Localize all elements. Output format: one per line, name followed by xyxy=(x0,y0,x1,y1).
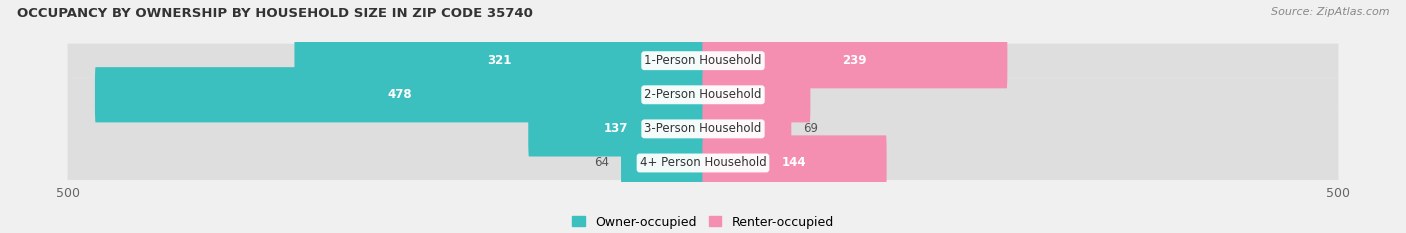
FancyBboxPatch shape xyxy=(67,146,1339,180)
Text: 69: 69 xyxy=(803,122,818,135)
Text: 137: 137 xyxy=(603,122,628,135)
Legend: Owner-occupied, Renter-occupied: Owner-occupied, Renter-occupied xyxy=(572,216,834,229)
FancyBboxPatch shape xyxy=(67,78,1339,112)
FancyBboxPatch shape xyxy=(703,67,810,122)
FancyBboxPatch shape xyxy=(703,33,1007,88)
Text: 3-Person Household: 3-Person Household xyxy=(644,122,762,135)
FancyBboxPatch shape xyxy=(703,135,887,191)
Text: 4+ Person Household: 4+ Person Household xyxy=(640,157,766,169)
FancyBboxPatch shape xyxy=(294,33,703,88)
Text: 84: 84 xyxy=(748,88,765,101)
FancyBboxPatch shape xyxy=(621,135,703,191)
FancyBboxPatch shape xyxy=(529,101,703,157)
Text: 321: 321 xyxy=(486,54,512,67)
FancyBboxPatch shape xyxy=(96,67,703,122)
Text: OCCUPANCY BY OWNERSHIP BY HOUSEHOLD SIZE IN ZIP CODE 35740: OCCUPANCY BY OWNERSHIP BY HOUSEHOLD SIZE… xyxy=(17,7,533,20)
Text: 144: 144 xyxy=(782,157,807,169)
FancyBboxPatch shape xyxy=(67,112,1339,146)
Text: 1-Person Household: 1-Person Household xyxy=(644,54,762,67)
Text: 478: 478 xyxy=(387,88,412,101)
FancyBboxPatch shape xyxy=(67,44,1339,78)
Text: 239: 239 xyxy=(842,54,868,67)
Text: Source: ZipAtlas.com: Source: ZipAtlas.com xyxy=(1271,7,1389,17)
Text: 2-Person Household: 2-Person Household xyxy=(644,88,762,101)
FancyBboxPatch shape xyxy=(703,101,792,157)
Text: 64: 64 xyxy=(593,157,609,169)
